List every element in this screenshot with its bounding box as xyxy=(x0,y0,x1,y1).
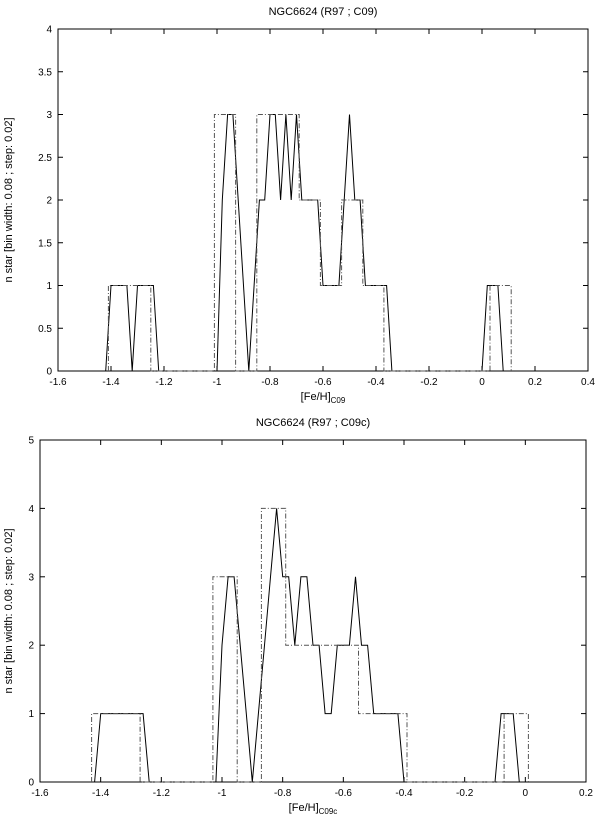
chart-1-x-tick-label: -1.6 xyxy=(49,377,67,388)
chart-2-title: NGC6624 (R97 ; C09c) xyxy=(256,417,370,429)
chart-1-x-tick-label: -0.8 xyxy=(261,377,279,388)
chart-2-x-tick-label: -0.8 xyxy=(274,788,292,799)
chart-2-series-dash-dot-line xyxy=(91,507,529,783)
chart-1-x-axis-label-main: [Fe/H] xyxy=(301,391,331,403)
chart-1-x-tick-label: -1.2 xyxy=(155,377,173,388)
chart-2-y-tick-label: 3 xyxy=(28,572,34,583)
chart-1-x-tick-label: -0.6 xyxy=(314,377,332,388)
chart-1-x-axis-label: [Fe/H]C09 xyxy=(301,391,346,405)
chart-2-x-axis-label: [Fe/H]C09c xyxy=(289,802,338,816)
chart-1-plot-frame xyxy=(57,28,589,372)
chart-2-x-tick-label: -1.6 xyxy=(31,788,49,799)
chart-2-x-tick-label: 0 xyxy=(523,788,529,799)
chart-1-title: NGC6624 (R97 ; C09) xyxy=(269,6,378,18)
chart-2-y-tick-label: 1 xyxy=(28,709,34,720)
chart-2-x-tick-label: -0.2 xyxy=(456,788,474,799)
chart-1-y-tick-label: 0 xyxy=(46,367,52,378)
chart-1-y-tick-label: 1.5 xyxy=(38,238,52,249)
chart-1-x-tick-label: 0 xyxy=(479,377,485,388)
chart-1-series-solid-line xyxy=(105,114,504,372)
chart-2-y-axis-label: n star [bin width: 0.08 ; step: 0.02] xyxy=(3,528,15,693)
chart-1-y-tick-label: 2.5 xyxy=(38,153,52,164)
chart-1-y-axis-label: n star [bin width: 0.08 ; step: 0.02] xyxy=(3,117,15,282)
chart-1-y-tick-label: 0.5 xyxy=(38,324,52,335)
chart-2-x-tick-label: -0.4 xyxy=(395,788,413,799)
chart-1-y-tick-label: 3.5 xyxy=(38,67,52,78)
chart-2-x-axis-label-main: [Fe/H] xyxy=(289,802,319,814)
chart-1-y-tick-label: 4 xyxy=(46,25,52,36)
chart-1-y-tick-label: 1 xyxy=(46,281,52,292)
chart-1-x-tick-label: -1.4 xyxy=(102,377,120,388)
chart-2-x-tick-label: 0.2 xyxy=(579,788,593,799)
chart-1-x-tick-label: -1 xyxy=(213,377,222,388)
chart-2-y-tick-label: 0 xyxy=(28,778,34,789)
chart-1-y-tick-label: 2 xyxy=(46,196,52,207)
chart-2-x-axis-label-subscript: C09c xyxy=(319,807,338,816)
chart-2-x-tick-label: -1 xyxy=(218,788,227,799)
chart-1-x-tick-label: -0.2 xyxy=(420,377,438,388)
chart-2-y-tick-label: 5 xyxy=(28,436,34,447)
chart-2-x-tick-label: -0.6 xyxy=(335,788,353,799)
chart-1-x-tick-label: -0.4 xyxy=(367,377,385,388)
chart-2-x-tick-label: -1.4 xyxy=(92,788,110,799)
chart-1-y-tick-label: 3 xyxy=(46,110,52,121)
chart-2-x-tick-label: -1.2 xyxy=(153,788,171,799)
chart-2-y-tick-label: 4 xyxy=(28,504,34,515)
chart-1-x-tick-label: 0.4 xyxy=(581,377,595,388)
chart-1-series-dash-dot-line xyxy=(107,114,512,372)
chart-1-x-axis-label-subscript: C09 xyxy=(331,396,346,405)
chart-1-x-tick-label: 0.2 xyxy=(528,377,542,388)
chart-2-plot-frame xyxy=(39,439,587,783)
chart-2-y-tick-label: 2 xyxy=(28,641,34,652)
